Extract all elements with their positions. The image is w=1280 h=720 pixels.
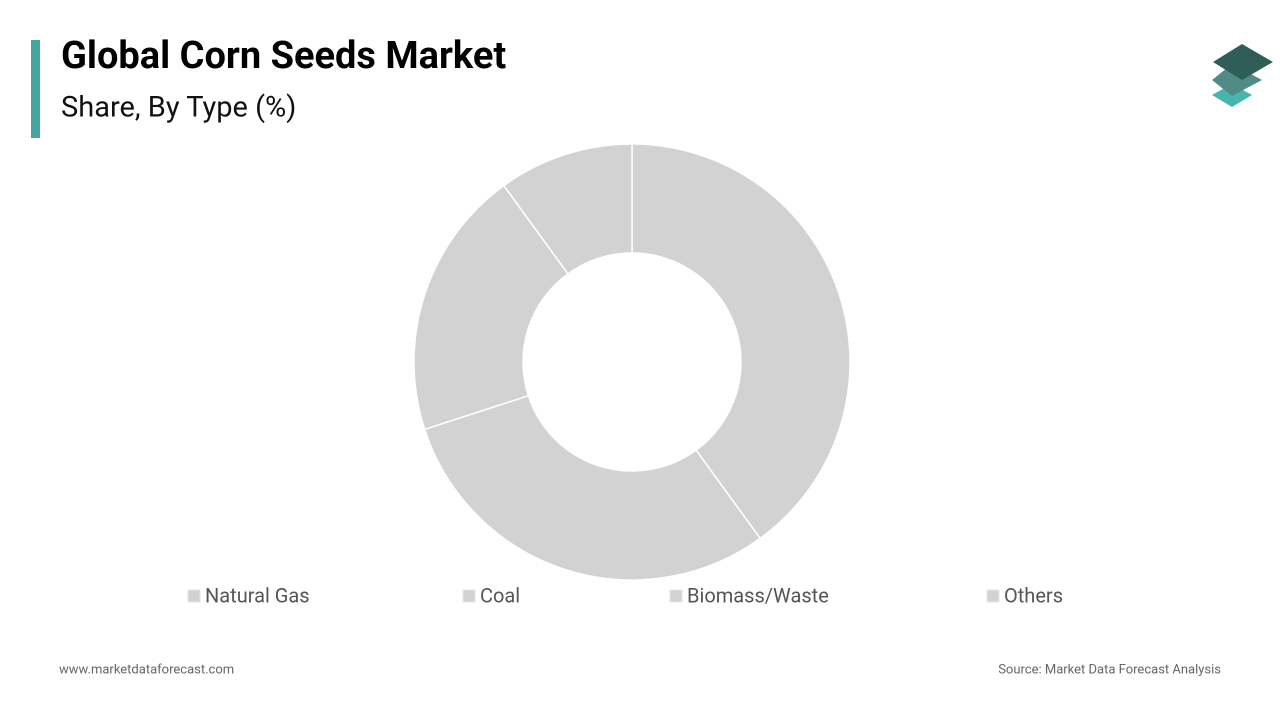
legend-label: Others <box>1004 583 1063 607</box>
donut-segment <box>502 143 633 275</box>
chart-title: Global Corn Seeds Market <box>61 34 506 78</box>
logo <box>1212 44 1273 107</box>
legend-label: Biomass/Waste <box>687 583 829 607</box>
legend-swatch <box>462 589 476 603</box>
title-accent <box>31 40 40 138</box>
website: www.marketdataforecast.com <box>59 662 234 677</box>
donut-segment <box>413 184 569 431</box>
chart-subtitle: Share, By Type (%) <box>61 91 296 125</box>
legend-label: Coal <box>480 583 520 607</box>
legend-swatch <box>187 589 201 603</box>
legend-label: Natural Gas <box>205 583 310 607</box>
legend-swatch <box>986 589 1000 603</box>
donut-segment <box>631 143 851 540</box>
donut-segment <box>423 394 762 581</box>
source: Source: Market Data Forecast Analysis <box>998 662 1221 677</box>
legend-swatch <box>669 589 683 603</box>
